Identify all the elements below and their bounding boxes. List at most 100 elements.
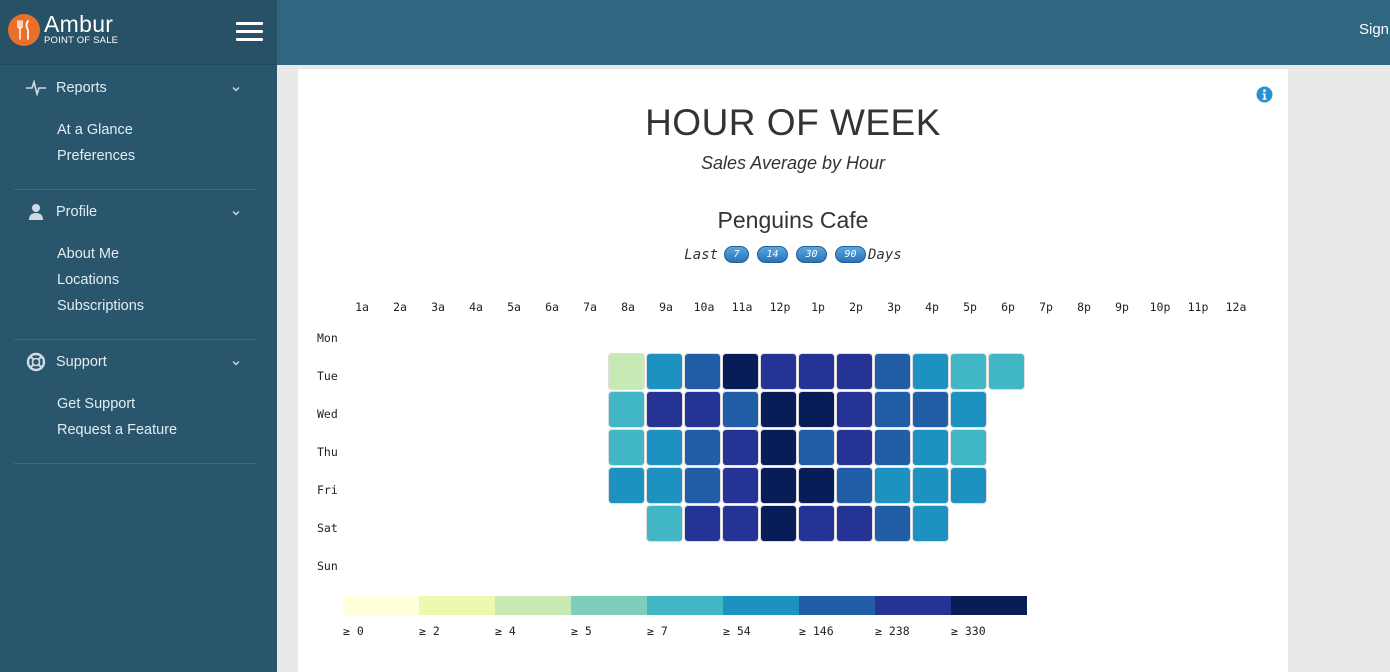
sidebar-item-at-a-glance[interactable]: At a Glance bbox=[57, 122, 133, 138]
brand-header: Ambur POINT OF SALE bbox=[0, 0, 277, 65]
heatmap-cell[interactable] bbox=[988, 353, 1025, 390]
heatmap-cell[interactable] bbox=[760, 391, 797, 428]
heatmap-cell[interactable] bbox=[760, 353, 797, 390]
sidebar-item-preferences[interactable]: Preferences bbox=[57, 148, 136, 164]
heatmap-cell[interactable] bbox=[608, 429, 645, 466]
hour-label-9a: 9a bbox=[659, 300, 673, 314]
hour-label-12a: 12a bbox=[1225, 300, 1247, 314]
heatmap-cell[interactable] bbox=[760, 505, 797, 542]
range-prefix: Last bbox=[684, 246, 718, 263]
legend-swatch bbox=[495, 596, 571, 615]
hour-label-5a: 5a bbox=[507, 300, 521, 314]
heatmap-cell[interactable] bbox=[722, 467, 759, 504]
hour-label-7a: 7a bbox=[583, 300, 597, 314]
heatmap-cell[interactable] bbox=[684, 391, 721, 428]
heatmap-cell[interactable] bbox=[684, 505, 721, 542]
sidebar: Ambur POINT OF SALE Reports At a Glance … bbox=[0, 0, 277, 672]
heatmap-cell[interactable] bbox=[608, 353, 645, 390]
heatmap-cell[interactable] bbox=[722, 391, 759, 428]
hour-label-11p: 11p bbox=[1187, 300, 1209, 314]
heatmap-cell[interactable] bbox=[950, 353, 987, 390]
top-bar: Sign bbox=[277, 0, 1390, 65]
day-label-thu: Thu bbox=[317, 445, 338, 459]
heatmap-cell[interactable] bbox=[836, 505, 873, 542]
heatmap-cell[interactable] bbox=[912, 429, 949, 466]
day-label-mon: Mon bbox=[317, 331, 338, 345]
heatmap-cell[interactable] bbox=[950, 467, 987, 504]
heatmap-cell[interactable] bbox=[798, 391, 835, 428]
legend-swatch bbox=[647, 596, 723, 615]
heatmap-cell[interactable] bbox=[760, 467, 797, 504]
info-icon[interactable] bbox=[1256, 86, 1273, 108]
heatmap-cell[interactable] bbox=[874, 429, 911, 466]
heatmap-cell[interactable] bbox=[874, 353, 911, 390]
heatmap-cell[interactable] bbox=[798, 353, 835, 390]
heatmap-cell[interactable] bbox=[912, 391, 949, 428]
heatmap-cell[interactable] bbox=[646, 467, 683, 504]
heatmap-cell[interactable] bbox=[760, 429, 797, 466]
hour-label-11a: 11a bbox=[731, 300, 753, 314]
heatmap-cell[interactable] bbox=[646, 505, 683, 542]
day-label-sat: Sat bbox=[317, 521, 338, 535]
range-90-days-button[interactable]: 90 bbox=[835, 246, 866, 263]
heatmap-cell[interactable] bbox=[874, 467, 911, 504]
heatmap-cell[interactable] bbox=[950, 429, 987, 466]
hour-label-2p: 2p bbox=[849, 300, 863, 314]
sidebar-item-locations[interactable]: Locations bbox=[57, 272, 120, 288]
heatmap-cell[interactable] bbox=[646, 391, 683, 428]
heatmap-cell[interactable] bbox=[912, 353, 949, 390]
heatmap-cell[interactable] bbox=[874, 505, 911, 542]
heatmap-cell[interactable] bbox=[646, 429, 683, 466]
heatmap-cell[interactable] bbox=[836, 467, 873, 504]
sign-link[interactable]: Sign bbox=[1359, 21, 1390, 38]
heatmap-cell[interactable] bbox=[684, 467, 721, 504]
heatmap-cell[interactable] bbox=[798, 467, 835, 504]
heatmap-cell[interactable] bbox=[608, 391, 645, 428]
heatmap-cell[interactable] bbox=[912, 467, 949, 504]
brand-name[interactable]: Ambur bbox=[44, 11, 114, 37]
sidebar-section-profile: Profile About Me Locations Subscriptions bbox=[14, 192, 257, 340]
heatmap-cell[interactable] bbox=[798, 505, 835, 542]
legend-label: ≥ 5 bbox=[571, 624, 592, 638]
hamburger-menu-icon[interactable] bbox=[236, 22, 263, 42]
heatmap-cell[interactable] bbox=[912, 505, 949, 542]
hour-label-8p: 8p bbox=[1077, 300, 1091, 314]
day-label-fri: Fri bbox=[317, 483, 338, 497]
hour-label-10p: 10p bbox=[1149, 300, 1171, 314]
heatmap-cell[interactable] bbox=[646, 353, 683, 390]
heatmap-cell[interactable] bbox=[836, 353, 873, 390]
range-14-days-button[interactable]: 14 bbox=[757, 246, 788, 263]
range-7-days-button[interactable]: 7 bbox=[724, 246, 749, 263]
hour-label-7p: 7p bbox=[1039, 300, 1053, 314]
day-label-tue: Tue bbox=[317, 369, 338, 383]
sidebar-item-get-support[interactable]: Get Support bbox=[57, 396, 136, 412]
sidebar-item-subscriptions[interactable]: Subscriptions bbox=[57, 298, 145, 314]
heatmap-cell[interactable] bbox=[722, 505, 759, 542]
heatmap-cell[interactable] bbox=[608, 467, 645, 504]
sidebar-reports-toggle[interactable]: Reports bbox=[14, 68, 257, 108]
legend-swatch bbox=[419, 596, 495, 615]
heatmap-cell[interactable] bbox=[722, 429, 759, 466]
report-subtitle: Sales Average by Hour bbox=[700, 153, 886, 173]
sidebar-support-toggle[interactable]: Support bbox=[14, 342, 257, 382]
heatmap-cell[interactable] bbox=[684, 429, 721, 466]
sidebar-profile-label: Profile bbox=[56, 204, 98, 220]
legend-label: ≥ 4 bbox=[495, 624, 516, 638]
fork-knife-logo-icon[interactable] bbox=[8, 14, 40, 46]
chevron-down-icon bbox=[231, 80, 241, 98]
heatmap-cell[interactable] bbox=[836, 429, 873, 466]
sidebar-reports-label: Reports bbox=[56, 80, 107, 96]
sidebar-section-support: Support Get Support Request a Feature bbox=[14, 342, 257, 464]
heatmap-cell[interactable] bbox=[836, 391, 873, 428]
sidebar-item-request-a-feature[interactable]: Request a Feature bbox=[57, 422, 178, 438]
heatmap-cell[interactable] bbox=[874, 391, 911, 428]
range-30-days-button[interactable]: 30 bbox=[796, 246, 827, 263]
heatmap-cell[interactable] bbox=[684, 353, 721, 390]
hour-label-4a: 4a bbox=[469, 300, 483, 314]
hour-label-6p: 6p bbox=[1001, 300, 1015, 314]
heatmap-cell[interactable] bbox=[950, 391, 987, 428]
sidebar-item-about-me[interactable]: About Me bbox=[57, 246, 120, 262]
heatmap-cell[interactable] bbox=[798, 429, 835, 466]
heatmap-cell[interactable] bbox=[722, 353, 759, 390]
sidebar-profile-toggle[interactable]: Profile bbox=[14, 192, 257, 232]
